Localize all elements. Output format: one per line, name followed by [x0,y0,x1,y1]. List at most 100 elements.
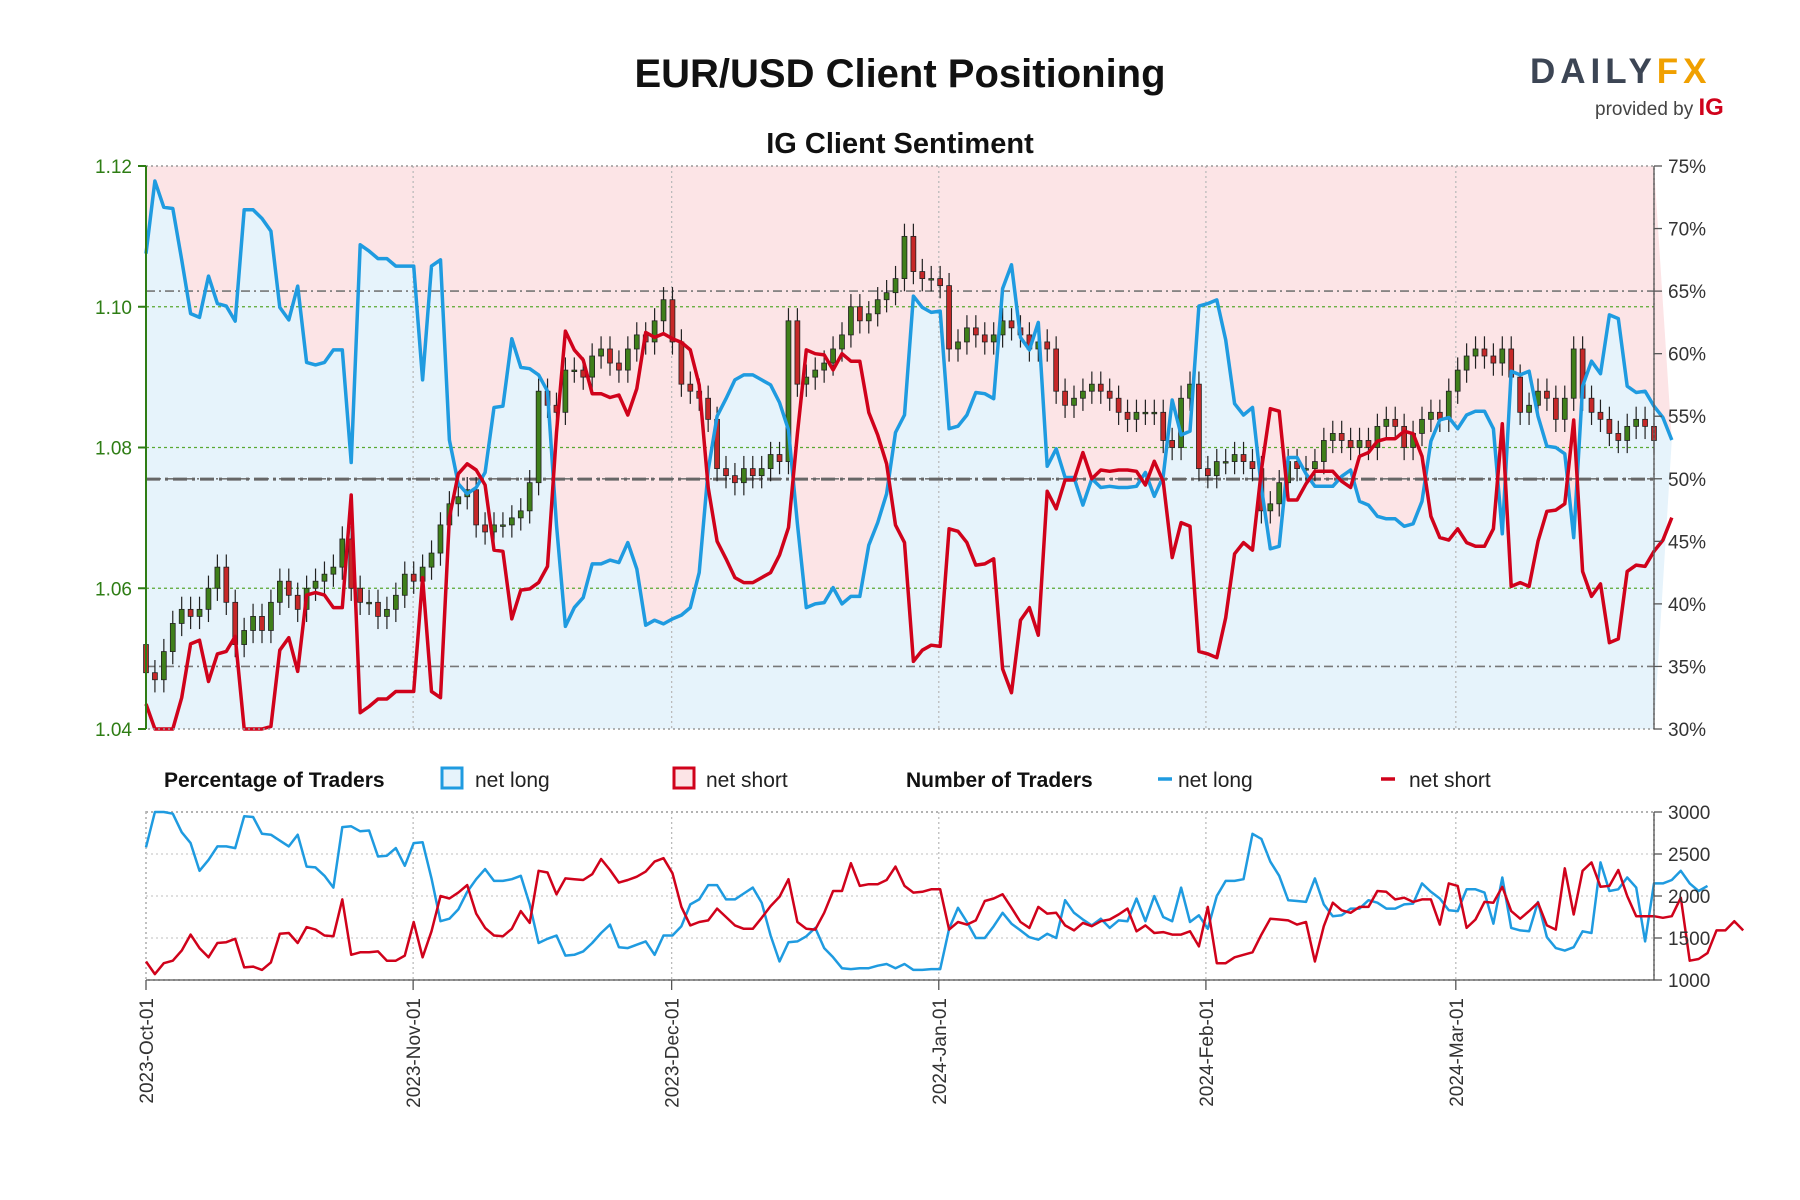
candle-body [1249,461,1256,470]
candle-body [1133,411,1140,420]
candle-body [1205,468,1211,477]
brand-fx: FX [1656,52,1712,91]
candle-body [277,580,283,603]
date-tick-label: 2024-Feb-01 [1197,998,1218,1107]
candle-body [1374,425,1381,448]
candle-body [535,390,542,484]
candle-body [1642,418,1648,427]
candle-body [517,510,524,519]
legend-pct-short-swatch [672,766,696,790]
legend-num-title: Number of Traders [906,769,1093,792]
candle-body [1338,433,1345,441]
candle-body [1454,369,1461,392]
legend-pct-title: Percentage of Traders [164,769,385,792]
candle-body [910,235,917,272]
candle-body [178,608,185,624]
candle-body [1445,390,1452,420]
candle-body [1624,425,1631,441]
candle-body [357,587,363,603]
count-axis: 1000 1500 2000 2500 3000 [1653,803,1710,992]
candle-body [848,306,854,336]
chart-subtitle: IG Client Sentiment [766,128,1034,160]
candle-body [1526,404,1532,413]
pct-tick-label: 45% [1668,532,1706,553]
candle-body [1347,440,1354,448]
candle-body [1240,454,1247,462]
candle-body [1463,355,1470,371]
candle-body [1106,390,1113,399]
candle-body [1544,390,1550,399]
candle-body [723,468,729,477]
candle-body [928,278,935,281]
candle-body [901,235,908,279]
candle-body [1321,440,1327,462]
brand-wordmark: DAILYFX [1530,52,1750,92]
candle-body [1570,348,1577,399]
net-long-percentage-line [144,179,1674,629]
candle-body [526,482,533,512]
candle-body [339,538,346,568]
pct-tick-label: 50% [1668,470,1706,491]
candle-body [758,468,765,477]
candle-body [268,601,274,631]
brand-daily: DAILY [1530,52,1657,91]
candle-body [785,320,792,462]
count-tick-label: 1000 [1668,971,1710,992]
candle-body [794,320,801,385]
ig-mark: IG [1698,94,1724,121]
candle-body [294,594,301,610]
candle-body [437,524,444,554]
candle-body [1615,433,1622,441]
candle-body [321,573,328,582]
candle-body [1553,397,1559,420]
candle-body [589,355,595,378]
candle-body [607,348,613,364]
provided-by-text: provided by IG [1595,94,1724,122]
candle-body [571,369,578,372]
candle-body [1588,397,1595,413]
candle-body [196,608,203,617]
net-short-count-line [144,856,1745,976]
number-of-traders-panel: 1000 1500 2000 2500 3000 [144,803,1745,992]
candle-body [1062,390,1068,406]
candle-body [821,362,827,371]
pct-tick-label: 75% [1668,157,1706,178]
net-short-area [146,166,1672,627]
candle-body [1365,440,1372,448]
date-axis: 2023-Oct-01 2023-Nov-01 2023-Dec-01 2024-Ja… [137,979,1654,1108]
candle-body [1606,418,1613,434]
legend-pct-long-swatch [440,766,464,790]
pct-tick-label: 40% [1668,595,1706,616]
candle-body [1160,411,1167,441]
net-short-percentage-line [144,329,1674,731]
candle-body [812,369,819,378]
candle-body [250,616,256,631]
candle-body [1472,348,1479,357]
candle-body [366,601,372,605]
candle-body [1169,440,1175,448]
candle-body [883,292,890,301]
candle-body [1597,411,1604,420]
candle-body [1044,341,1051,350]
candle-body [384,608,390,617]
candle-body [473,489,479,526]
candle-body [1312,461,1318,470]
candle-body [1213,461,1220,477]
dailyfx-logo: DAILYFX provided by IG [1530,52,1750,121]
candle-body [1561,397,1568,420]
candle-body [241,630,247,645]
candle-body [705,397,711,420]
candle-body [161,651,167,681]
candle-body [767,454,774,470]
legend-num-short-label: net short [1409,769,1491,792]
count-tick-label: 2500 [1668,845,1710,866]
candle-body [598,348,604,357]
date-tick-label: 2024-Mar-01 [1447,998,1468,1107]
percentage-axis: 30% 35% 40% 45% 50% 55% 60% 65% 70% 75% [1653,157,1706,741]
candle-body [732,475,738,484]
candle-body [1089,383,1095,392]
price-tick-label: 1.06 [95,579,132,600]
candle-body [651,320,658,343]
candle-body [152,672,158,681]
candle-body [214,566,221,589]
